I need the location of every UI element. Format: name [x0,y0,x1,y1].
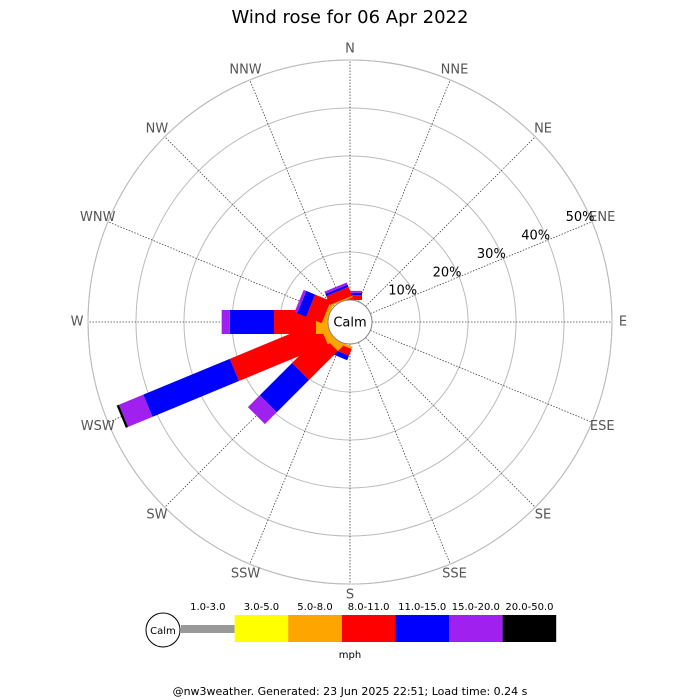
legend-swatch [234,615,289,642]
legend-label: 11.0-15.0 [398,602,446,613]
direction-label: SSW [231,567,261,582]
legend-label: 8.0-11.0 [348,602,390,613]
petal-segment [118,394,153,427]
petal-segment [229,310,274,334]
petal-segment [143,358,239,417]
legend-swatch [181,625,235,633]
calm-label: Calm [333,316,366,331]
legend-label: 15.0-20.0 [452,602,500,613]
legend-label: 3.0-5.0 [244,602,279,613]
direction-label: W [71,315,84,330]
y-tick-label: 40% [521,229,550,244]
legend-label: 5.0-8.0 [297,602,332,613]
spoke [358,342,451,565]
direction-label: ENE [589,210,615,225]
legend-label: 1.0-3.0 [190,602,225,613]
y-tick-label: 30% [477,247,506,262]
chart-title: Wind rose for 06 Apr 2022 [232,7,469,28]
direction-label: SSE [442,567,467,582]
direction-label: SE [535,508,551,523]
direction-label: NNW [229,62,261,77]
direction-label: S [346,588,354,603]
petal-segment [292,334,338,380]
petal-segment [325,284,349,297]
legend-calm-label: Calm [150,626,176,637]
petal-segment [306,294,331,324]
legend-calm [145,612,181,648]
unit-label: mph [339,650,361,661]
legend-swatch [341,615,396,642]
petal-segment [294,289,307,314]
petal-segment [247,395,277,425]
legend-swatch [395,615,449,642]
direction-label: NNE [441,62,469,77]
petal-segment [297,290,316,317]
legend-swatch [288,615,342,642]
spoke [365,337,536,508]
spoke [164,136,335,307]
petal-segment [329,295,353,307]
petal-segment [116,404,129,428]
spoke [358,79,451,302]
spoke [370,330,593,423]
direction-label: WSW [81,419,115,434]
direction-label: ESE [590,419,615,434]
y-tick-label: 20% [433,265,462,280]
legend-swatch [449,615,503,642]
direction-label: WNW [80,210,116,225]
petal-segment [229,322,328,381]
footer: @nw3weather. Generated: 23 Jun 2025 22:5… [173,685,528,698]
spoke [365,136,536,307]
grid-circle [87,59,613,585]
petal-segment [321,301,335,325]
y-tick-label: 50% [566,210,595,225]
direction-label: N [345,42,355,57]
legend-label: 20.0-50.0 [505,602,553,613]
petal-segment [324,282,348,294]
spoke [249,79,342,302]
direction-label: NW [146,121,169,136]
spoke [249,342,342,565]
legend-swatch [502,615,557,642]
direction-label: NE [534,121,552,136]
y-tick-label: 10% [388,284,417,299]
petal-segment [221,310,230,334]
calm-circle [327,299,373,345]
spoke [370,221,593,314]
direction-label: E [619,315,627,330]
petal-segment [259,363,309,413]
spoke [107,221,330,314]
direction-label: SW [146,508,167,523]
petal-segment [326,286,353,305]
